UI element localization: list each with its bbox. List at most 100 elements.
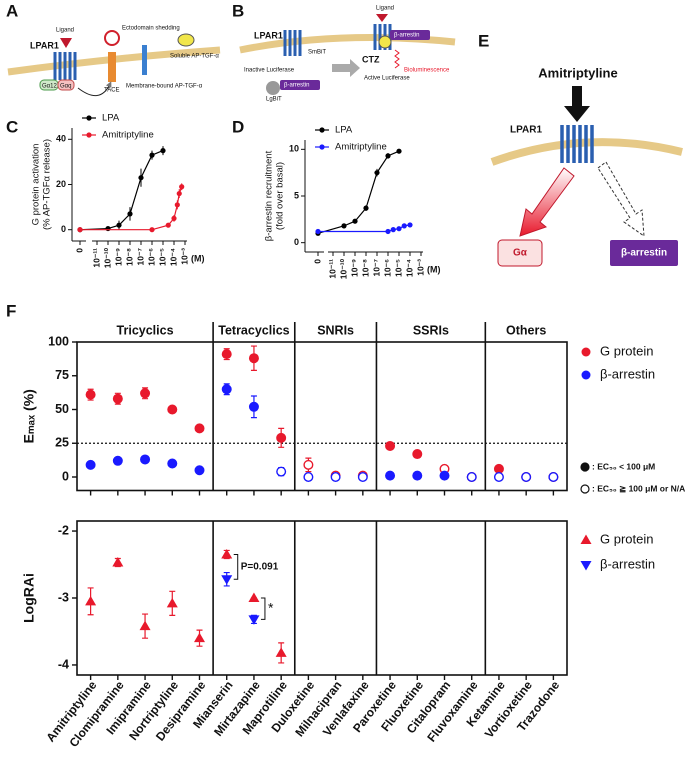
x-tick-label: 10⁻⁵ <box>393 259 403 277</box>
data-point <box>149 227 155 233</box>
legend-note: : EC₅₀ ≧ 100 μM or N/A <box>592 483 685 493</box>
y-tick-label: 5 <box>294 190 299 200</box>
arrow <box>564 86 590 122</box>
arrestin-box <box>610 240 678 266</box>
x-tick-label: 10⁻³ <box>415 259 425 276</box>
group-label: Tricyclics <box>117 323 174 337</box>
membrane-bound-shape <box>142 45 147 75</box>
label: Inactive Luciferase <box>244 68 295 74</box>
data-point <box>194 632 205 643</box>
y-tick-label: -2 <box>58 523 69 537</box>
data-point <box>303 472 314 483</box>
data-point <box>315 228 321 235</box>
data-point <box>174 202 180 208</box>
legend-label: G protein <box>600 531 653 546</box>
legend-marker <box>581 370 591 380</box>
data-point <box>385 153 391 159</box>
x-tick-label: 10⁻¹¹ <box>327 259 337 279</box>
x-tick-label: 10⁻¹⁰ <box>102 247 112 268</box>
data-point <box>357 472 368 483</box>
series-line <box>318 224 411 233</box>
ligand-shape <box>376 14 388 22</box>
y-tick-label: 10 <box>289 144 299 154</box>
soluble-shape <box>177 33 195 47</box>
legend-label: LPA <box>102 113 120 124</box>
diagram-e: Amitriptyline LPAR1 Gα β-arrestin <box>490 65 683 267</box>
data-point <box>139 620 151 631</box>
label: Amitriptyline <box>538 65 617 80</box>
x-tick-label: 10⁻⁸ <box>360 259 370 277</box>
data-point <box>140 388 151 399</box>
data-point <box>374 170 380 176</box>
diagram-b: LPAR1 SmBiT Inactive Luciferase LgBiT β-… <box>239 6 456 103</box>
panel-label: E <box>478 31 489 50</box>
data-point <box>221 384 232 395</box>
label: Soluble AP-TGF-α <box>170 54 219 60</box>
series-line <box>79 150 164 231</box>
data-point <box>466 472 477 483</box>
x-tick-label: 10⁻³ <box>179 248 189 265</box>
data-point <box>248 353 259 364</box>
data-point <box>85 595 97 606</box>
data-point <box>77 227 83 233</box>
label: β-arrestin <box>284 83 309 89</box>
plot-frame <box>76 341 568 492</box>
label: Gαq <box>60 84 71 90</box>
bracket <box>233 553 239 580</box>
legend-marker <box>86 132 92 138</box>
data-point <box>548 472 559 483</box>
label: Gα <box>513 248 528 259</box>
y-tick-label: 0 <box>62 469 69 483</box>
data-point <box>160 148 166 154</box>
x-tick-label: 10⁻⁹ <box>113 248 123 266</box>
label: Ligand <box>376 6 394 12</box>
data-point <box>352 218 358 224</box>
data-point <box>105 225 111 232</box>
arrestin-box <box>280 80 320 90</box>
data-point <box>140 454 151 465</box>
data-point <box>194 465 205 476</box>
y-axis-label: (fold over basal) <box>275 162 286 230</box>
legend-marker <box>86 115 92 121</box>
panel-label: D <box>232 117 244 136</box>
plot-frame <box>76 520 568 676</box>
legend-marker <box>319 144 325 150</box>
wave <box>394 49 400 69</box>
data-point <box>127 211 133 217</box>
y-tick-label: 0 <box>61 224 66 234</box>
y-axis-label: G protein activation <box>31 144 42 226</box>
legend-marker <box>580 484 590 494</box>
x-tick-label: 10⁻⁵ <box>157 248 167 266</box>
group-label: SSRIs <box>413 323 449 337</box>
legend-label: LPA <box>335 125 353 136</box>
x-tick-label: 10⁻⁷ <box>135 248 145 266</box>
diagram-a: LPAR1 Ligand Gα12 Gαq TACE Ectodomain sh… <box>7 26 221 96</box>
x-tick-label: 10⁻⁶ <box>382 259 392 277</box>
legend-marker <box>319 127 325 133</box>
group-label: Tetracyclics <box>218 323 289 337</box>
label: LPAR1 <box>510 125 542 136</box>
panel-label: A <box>6 1 18 20</box>
x-axis-label: (M) <box>191 253 205 263</box>
data-point <box>167 404 178 415</box>
series-line <box>80 186 183 231</box>
group-label: SNRIs <box>317 323 354 337</box>
data-point <box>112 393 123 404</box>
data-point <box>248 592 260 602</box>
data-point <box>330 472 341 483</box>
legend-label: G protein <box>600 343 653 358</box>
y-axis-label: Eₘₐₓ (%) <box>21 389 37 443</box>
label: CTZ <box>362 54 380 64</box>
label: LgBiT <box>266 97 282 103</box>
label: Membrane-bound AP-TGF-α <box>126 84 203 90</box>
x-tick-label: 10⁻¹¹ <box>91 248 101 268</box>
data-point <box>385 440 396 451</box>
arrow <box>77 81 112 96</box>
bracket <box>260 597 266 620</box>
data-point <box>412 449 423 460</box>
label: β-arrestin <box>394 33 419 39</box>
legend-label: β-arrestin <box>600 556 655 571</box>
arrestin-box <box>390 30 430 40</box>
x-tick-label: 10⁻⁴ <box>404 259 414 277</box>
x-tick-label: 10⁻⁴ <box>168 248 178 266</box>
